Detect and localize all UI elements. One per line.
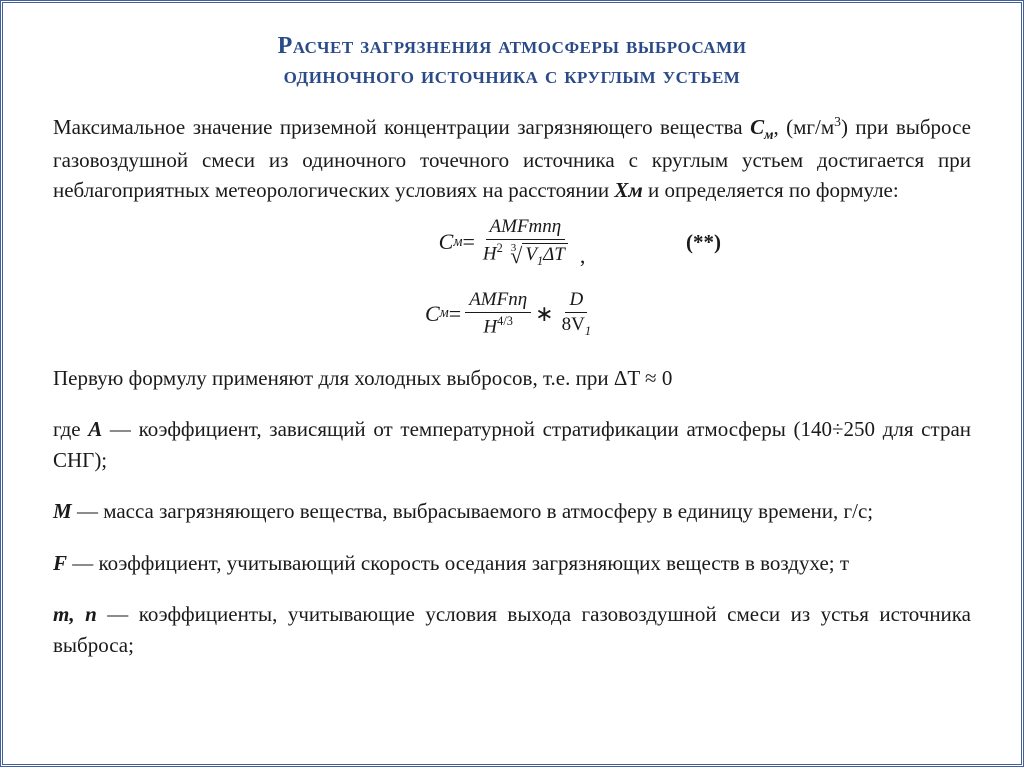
def-mn-text: — коэффициенты, учитывающие условия выхо… [53,602,971,656]
f1-rad-dT: ΔT [543,244,565,265]
f2-den-H: H [483,317,497,338]
f1-eq: = [462,229,474,255]
f2-lhs-sub: м [440,305,449,322]
formula-marker: (**) [686,230,721,255]
def-mn-sym: m, n [53,602,97,626]
title-line-1: Расчет загрязнения атмосферы выбросами [278,33,747,59]
slide-title: Расчет загрязнения атмосферы выбросами о… [53,31,971,91]
def-mn: m, n — коэффициенты, учитывающие условия… [53,599,971,660]
def-F-sym: F [53,551,67,575]
intro-unit: , (мг/м [773,115,834,139]
f2-lhs: C [425,301,440,327]
xm-var: Xм [614,178,642,202]
f1-radicand: V1ΔT [522,243,568,269]
f1-lhs-sub: м [453,234,462,251]
f1-comma: , [580,243,586,269]
f2-den2-sub: 1 [585,324,591,338]
f1-rad-V: V [525,244,537,265]
f2-den2: 8V1 [558,313,595,339]
def-A-pre: где [53,417,88,441]
def-M-sym: M [53,499,72,523]
note-paragraph: Первую формулу применяют для холодных вы… [53,363,971,393]
f2-fraction-1: AMFnη H4/3 [465,289,531,338]
formula-1: Cм = AMFmnη H23√V1ΔT , [439,216,586,269]
formula-2-row: Cм = AMFnη H4/3 ∗ D 8V1 [53,289,971,339]
f2-star: ∗ [535,301,553,327]
f2-num2: D [565,289,587,313]
f2-eq: = [449,301,461,327]
def-M: M — масса загрязняющего вещества, выбрас… [53,496,971,526]
f2-den: H4/3 [479,313,517,338]
f1-den: H23√V1ΔT [479,240,572,269]
f1-root: 3√V1ΔT [505,243,568,269]
slide: Расчет загрязнения атмосферы выбросами о… [0,0,1024,767]
f1-num: AMFmnη [486,216,566,240]
formula-1-row: Cм = AMFmnη H23√V1ΔT , (**) [53,216,971,269]
f1-lhs: C [439,229,454,255]
def-A: где A — коэффициент, зависящий от темпер… [53,414,971,475]
def-M-text: — масса загрязняющего вещества, выбрасыв… [72,499,873,523]
f2-fraction-2: D 8V1 [558,289,595,339]
def-F-text: — коэффициент, учитывающий скорость осед… [67,551,849,575]
f1-root-idx: 3 [511,242,517,254]
f2-den2-8V: 8V [562,314,585,335]
formula-2: Cм = AMFnη H4/3 ∗ D 8V1 [425,289,599,339]
f1-den-H: H [483,243,497,264]
intro-paragraph: Максимальное значение приземной концентр… [53,112,971,206]
f2-den-H-sup: 4/3 [497,314,513,328]
def-A-sym: A [88,417,102,441]
title-line-2: одиночного источника с круглым устьем [284,63,741,89]
intro-unit-sup: 3 [834,114,841,129]
f2-num: AMFnη [465,289,531,313]
def-F: F — коэффициент, учитывающий скорость ос… [53,548,971,578]
formula-block: Cм = AMFmnη H23√V1ΔT , (**) Cм = AMFnη H… [53,216,971,339]
f1-fraction: AMFmnη H23√V1ΔT [479,216,572,269]
def-A-text: — коэффициент, зависящий от температурно… [53,417,971,471]
f1-den-H-sup: 2 [497,241,503,255]
intro-text-3: и определяется по формуле: [643,178,899,202]
cm-var: C [750,115,764,139]
intro-text-1: Максимальное значение приземной концентр… [53,115,750,139]
